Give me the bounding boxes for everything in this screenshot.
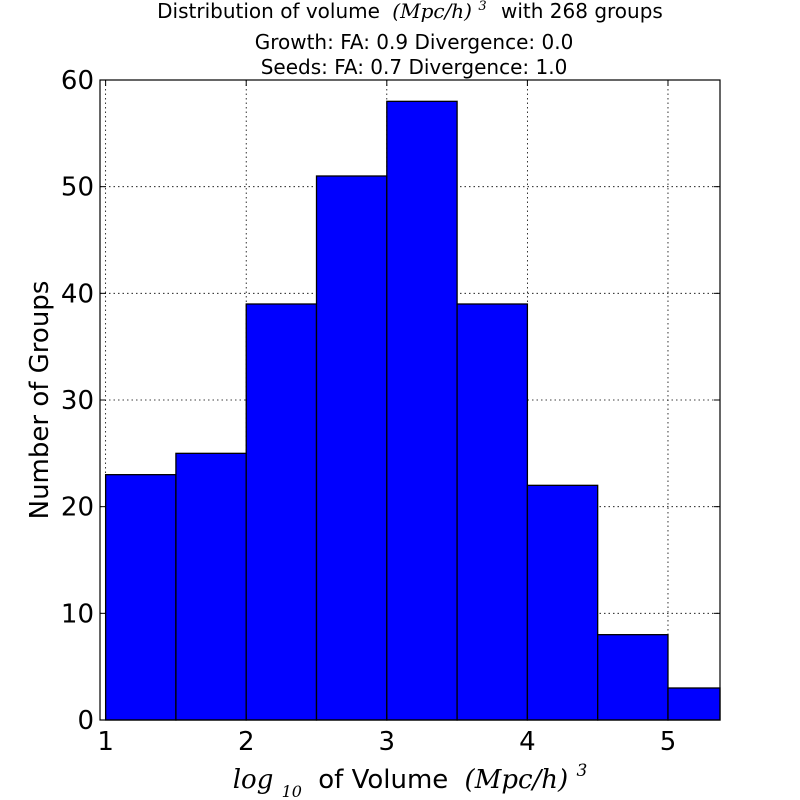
histogram-bar <box>667 687 721 721</box>
x-tick-label: 2 <box>238 727 255 757</box>
histogram-bar <box>456 303 529 721</box>
y-tick-label: 50 <box>61 173 94 203</box>
chart-title-line-3: Seeds: FA: 0.7 Divergence: 1.0 <box>261 55 568 79</box>
x-tick-label: 3 <box>379 727 396 757</box>
x-label-exponent: 3 <box>576 761 587 781</box>
histogram-bar <box>175 452 247 721</box>
x-label-log: log <box>233 765 274 795</box>
chart-title-line-1: Distribution of volume (Mpc/h) 3 with 26… <box>157 0 663 23</box>
histogram-bar <box>315 175 388 721</box>
title-exponent: 3 <box>478 0 486 14</box>
chart-title-line-2: Growth: FA: 0.9 Divergence: 0.0 <box>255 30 574 54</box>
histogram-bar <box>526 484 599 721</box>
title-suffix: with 268 groups <box>501 0 663 23</box>
x-tick-label: 5 <box>660 727 677 757</box>
histogram-bar <box>104 474 177 721</box>
x-label-log-subscript: 10 <box>282 782 302 800</box>
y-tick-label: 0 <box>77 706 94 736</box>
histogram-bar <box>245 303 318 721</box>
histogram-bar <box>597 634 669 721</box>
plot-frame <box>99 79 721 721</box>
bars <box>104 100 721 721</box>
y-tick-label: 40 <box>61 279 94 309</box>
title-prefix: Distribution of volume <box>157 0 380 23</box>
histogram-bar <box>386 100 458 721</box>
x-tick-label: 1 <box>97 727 114 757</box>
y-tick-label: 30 <box>61 386 94 416</box>
y-tick-label: 20 <box>61 493 94 523</box>
x-label-math: (Mpc/h) <box>465 765 569 795</box>
y-axis-label: Number of Groups <box>25 281 55 520</box>
y-tick-label: 10 <box>61 599 94 629</box>
x-tick-label: 4 <box>519 727 536 757</box>
title-math: (Mpc/h) <box>392 0 472 23</box>
x-axis-label: log 10 of Volume (Mpc/h) 3 <box>233 761 588 800</box>
y-tick-label: 60 <box>61 66 94 96</box>
x-label-text: of Volume <box>318 765 448 795</box>
